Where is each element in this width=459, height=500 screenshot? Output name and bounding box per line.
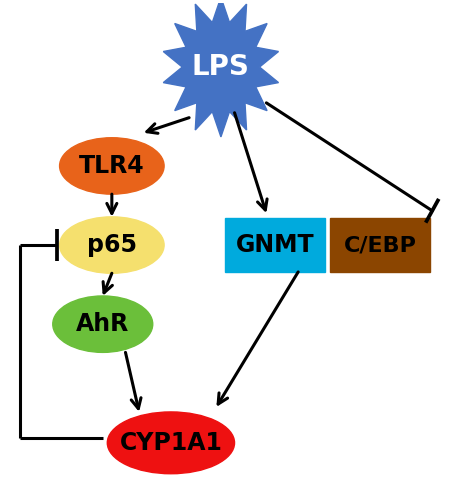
Bar (225, 218, 325, 272)
Text: C/EBP: C/EBP (343, 235, 415, 255)
Text: GNMT: GNMT (235, 233, 314, 257)
Text: AhR: AhR (76, 312, 129, 336)
Ellipse shape (60, 138, 164, 194)
Bar (329, 218, 429, 272)
Polygon shape (163, 0, 278, 137)
Text: TLR4: TLR4 (79, 154, 144, 178)
Ellipse shape (60, 217, 164, 274)
Text: p65: p65 (87, 233, 136, 257)
Ellipse shape (107, 412, 234, 474)
Text: CYP1A1: CYP1A1 (119, 431, 222, 455)
Ellipse shape (53, 296, 152, 352)
Text: LPS: LPS (191, 53, 249, 81)
